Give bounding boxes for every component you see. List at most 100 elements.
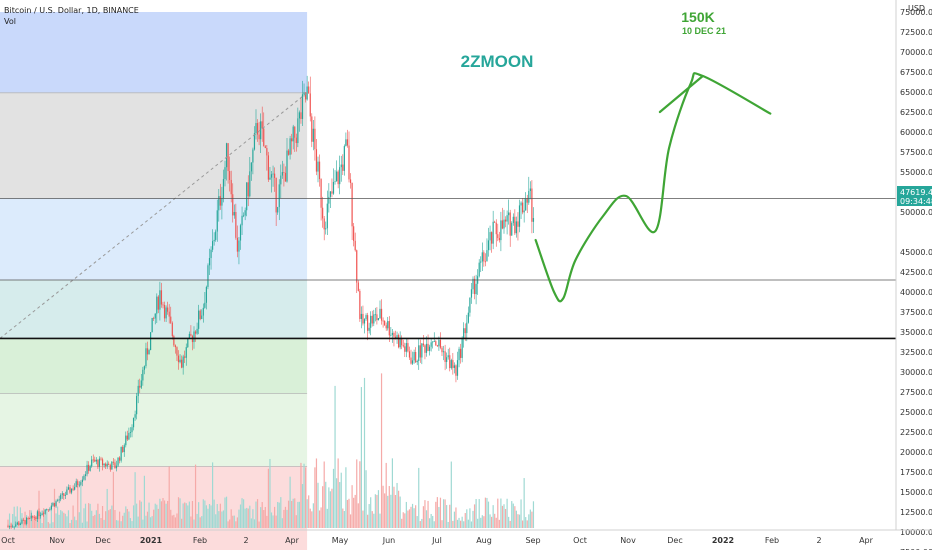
candle-body	[384, 320, 386, 326]
candle-body	[367, 315, 369, 331]
fib-zone-4	[0, 338, 308, 394]
volume-bar	[181, 518, 183, 528]
volume-bar	[328, 487, 330, 528]
volume-bar	[177, 497, 180, 528]
candle-body	[243, 215, 245, 217]
candle-body	[184, 356, 186, 358]
candle-body	[81, 479, 83, 483]
candle-body	[100, 458, 102, 460]
volume-bar	[367, 514, 369, 528]
candle-body	[280, 175, 282, 185]
candle-body	[236, 237, 238, 252]
volume-bar	[306, 499, 308, 528]
price-axis[interactable]: 75000.00 72500.00 70000.00 67500.00 65000.00…	[900, 8, 932, 550]
candle-body	[53, 503, 56, 507]
candle-body	[291, 138, 293, 142]
symbol-title[interactable]: Bitcoin / U.S. Dollar, 1D, BINANCE	[4, 6, 139, 15]
volume-bar	[229, 519, 231, 528]
time-tick-label: Aug	[476, 536, 492, 545]
volume-bar	[264, 506, 266, 528]
volume-bar	[388, 486, 390, 528]
candle-body	[151, 318, 153, 333]
volume-bar	[308, 495, 310, 528]
volume-bar	[194, 464, 197, 528]
volume-bar	[520, 499, 522, 528]
volume-bar	[278, 502, 280, 528]
volume-bar	[501, 505, 504, 528]
candle-body	[503, 219, 505, 229]
volume-bar	[98, 513, 101, 528]
volume-bar	[300, 462, 302, 528]
volume-indicator-label[interactable]: Vol	[4, 17, 16, 26]
price-label-bg	[897, 186, 932, 206]
volume-bar	[467, 519, 469, 528]
candle-body	[123, 445, 125, 453]
candle-body	[160, 290, 163, 305]
candle-body	[429, 346, 431, 351]
volume-bar	[435, 501, 437, 528]
volume-bar	[156, 504, 158, 528]
candle-body	[235, 212, 237, 238]
volume-bar	[477, 518, 479, 528]
time-tick-label: Dec	[95, 536, 110, 545]
candle-body	[289, 138, 291, 155]
candle-body	[128, 433, 130, 440]
candle-body	[317, 161, 319, 172]
volume-bar	[377, 490, 380, 528]
candle-body	[312, 128, 314, 142]
volume-bar	[297, 501, 299, 528]
price-tick-label: 7500.00	[900, 548, 932, 550]
volume-bar	[272, 515, 274, 528]
candle-body	[111, 461, 113, 470]
time-tick-label: 2022	[712, 536, 734, 545]
fib-zone-2	[0, 198, 308, 280]
candle-body	[18, 522, 20, 525]
time-axis[interactable]: Oct Nov Dec 2021 Feb 2 Apr May Jun Jul Aug Sep Oct No…	[1, 536, 874, 545]
currency-label: USD	[908, 4, 925, 13]
candle-body	[398, 335, 400, 348]
volume-bar	[12, 513, 14, 528]
candle-body	[463, 328, 465, 339]
candle-body	[444, 351, 446, 362]
horizontal-levels[interactable]	[0, 197, 896, 340]
fib-zone-1	[0, 92, 308, 199]
volume-bar	[78, 512, 80, 528]
volume-bar	[325, 481, 327, 528]
candle-body	[27, 517, 29, 519]
candle-body	[117, 457, 119, 466]
time-tick-label: Feb	[765, 536, 779, 545]
volume-bar	[233, 515, 235, 528]
price-tick-label: 30000.00	[900, 368, 932, 377]
volume-bar	[455, 507, 457, 528]
candle-body	[354, 240, 356, 251]
candle-body	[334, 181, 336, 183]
candle-body	[171, 322, 173, 337]
volume-bar	[473, 504, 476, 528]
volume-bar	[329, 491, 331, 528]
candle-body	[529, 188, 531, 192]
volume-bar	[518, 514, 521, 528]
volume-bar	[210, 505, 212, 528]
volume-bar	[491, 516, 493, 528]
candle-body	[13, 526, 15, 528]
candle-body	[456, 360, 459, 376]
candle-body	[19, 523, 21, 525]
candle-body	[422, 343, 424, 346]
time-tick-label: Dec	[667, 536, 682, 545]
volume-bar	[415, 505, 417, 528]
candle-body	[205, 286, 207, 303]
candle-body	[348, 145, 350, 180]
volume-bar	[44, 514, 46, 528]
candle-body	[260, 121, 262, 140]
candle-body	[274, 173, 276, 178]
volume-bar	[410, 506, 412, 528]
volume-bar	[368, 504, 370, 528]
candle-body	[263, 128, 265, 147]
candle-body	[501, 220, 504, 229]
candle-body	[244, 210, 246, 216]
volume-bar	[405, 501, 407, 528]
candle-body	[185, 347, 187, 358]
candle-body	[325, 228, 327, 230]
candle-body	[55, 501, 57, 507]
